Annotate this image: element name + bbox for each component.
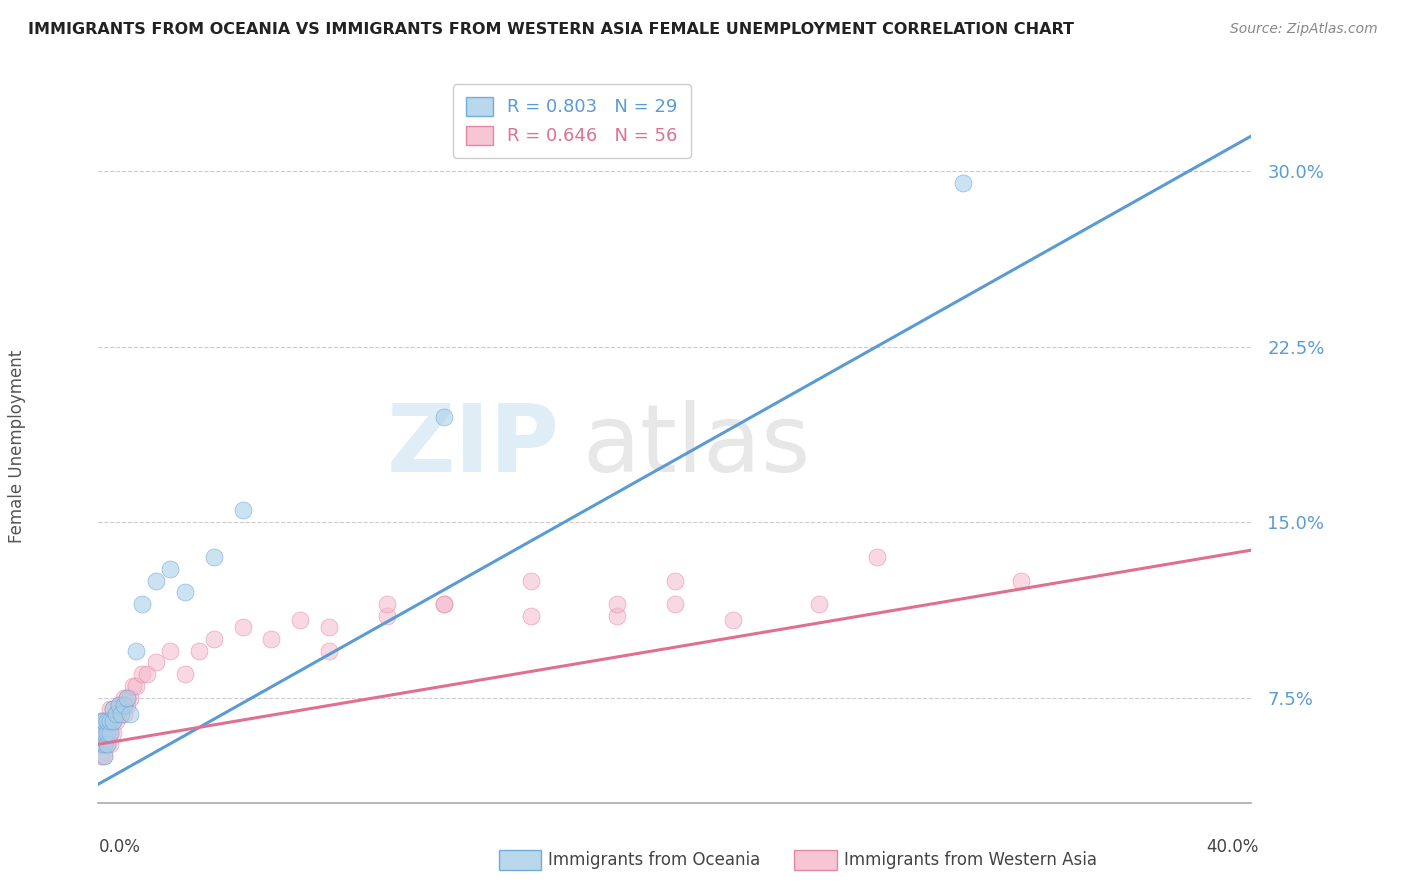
Point [98, 725, 121, 739]
Point [131, 597, 153, 611]
Point [131, 667, 153, 681]
Point [90, 737, 112, 751]
Point [112, 706, 135, 721]
Point [101, 702, 124, 716]
Text: Source: ZipAtlas.com: Source: ZipAtlas.com [1230, 22, 1378, 37]
Point [98, 737, 121, 751]
Point [952, 176, 974, 190]
Point [93, 737, 115, 751]
Point [606, 608, 628, 623]
Point [866, 550, 889, 565]
Point [107, 698, 129, 712]
Point [145, 574, 167, 588]
Point [101, 702, 124, 716]
Point [375, 597, 398, 611]
Point [107, 702, 129, 716]
Point [112, 690, 135, 705]
Text: 0.0%: 0.0% [98, 838, 141, 856]
Point [433, 597, 456, 611]
Point [318, 620, 340, 634]
Text: Female Unemployment: Female Unemployment [8, 350, 25, 542]
Point [117, 690, 138, 705]
Point [107, 698, 129, 712]
Point [520, 608, 543, 623]
Point [125, 679, 148, 693]
Point [112, 698, 135, 712]
Point [120, 706, 142, 721]
Point [433, 409, 456, 424]
Point [101, 714, 124, 728]
Point [145, 656, 167, 670]
Point [122, 679, 145, 693]
Point [96, 737, 118, 751]
Point [188, 644, 211, 658]
Point [93, 749, 115, 764]
Point [93, 749, 115, 764]
Point [98, 714, 121, 728]
Point [101, 714, 124, 728]
Point [90, 725, 112, 739]
Point [93, 714, 115, 728]
Point [93, 725, 115, 739]
Point [96, 714, 118, 728]
Point [110, 706, 132, 721]
Point [93, 737, 115, 751]
Point [318, 644, 340, 658]
Point [664, 597, 686, 611]
Text: IMMIGRANTS FROM OCEANIA VS IMMIGRANTS FROM WESTERN ASIA FEMALE UNEMPLOYMENT CORR: IMMIGRANTS FROM OCEANIA VS IMMIGRANTS FR… [28, 22, 1074, 37]
Point [433, 597, 456, 611]
Point [98, 702, 121, 716]
Text: Immigrants from Western Asia: Immigrants from Western Asia [844, 851, 1097, 869]
Point [96, 714, 118, 728]
Point [90, 737, 112, 751]
Point [1010, 574, 1032, 588]
Point [231, 503, 254, 517]
Point [104, 714, 127, 728]
Point [110, 706, 132, 721]
Text: Immigrants from Oceania: Immigrants from Oceania [548, 851, 761, 869]
Point [90, 714, 112, 728]
Point [98, 725, 121, 739]
Point [159, 644, 181, 658]
Text: ZIP: ZIP [387, 400, 560, 492]
Point [375, 608, 398, 623]
Point [93, 725, 115, 739]
Point [120, 690, 142, 705]
Point [90, 714, 112, 728]
Point [101, 725, 124, 739]
Point [290, 613, 312, 627]
Point [260, 632, 283, 646]
Point [96, 737, 118, 751]
Point [721, 613, 744, 627]
Point [96, 725, 118, 739]
Point [104, 706, 127, 721]
Point [104, 706, 127, 721]
Point [125, 644, 148, 658]
Legend: R = 0.803   N = 29, R = 0.646   N = 56: R = 0.803 N = 29, R = 0.646 N = 56 [453, 84, 690, 158]
Point [520, 574, 543, 588]
Point [664, 574, 686, 588]
Point [202, 550, 225, 565]
Point [117, 698, 138, 712]
Point [90, 749, 112, 764]
Point [202, 632, 225, 646]
Point [93, 714, 115, 728]
Point [231, 620, 254, 634]
Point [606, 597, 628, 611]
Point [110, 698, 132, 712]
Point [807, 597, 830, 611]
Point [174, 667, 197, 681]
Point [136, 667, 159, 681]
Text: 40.0%: 40.0% [1206, 838, 1258, 856]
Point [96, 725, 118, 739]
Point [174, 585, 197, 599]
Text: atlas: atlas [582, 400, 811, 492]
Point [90, 725, 112, 739]
Point [117, 690, 138, 705]
Point [159, 562, 181, 576]
